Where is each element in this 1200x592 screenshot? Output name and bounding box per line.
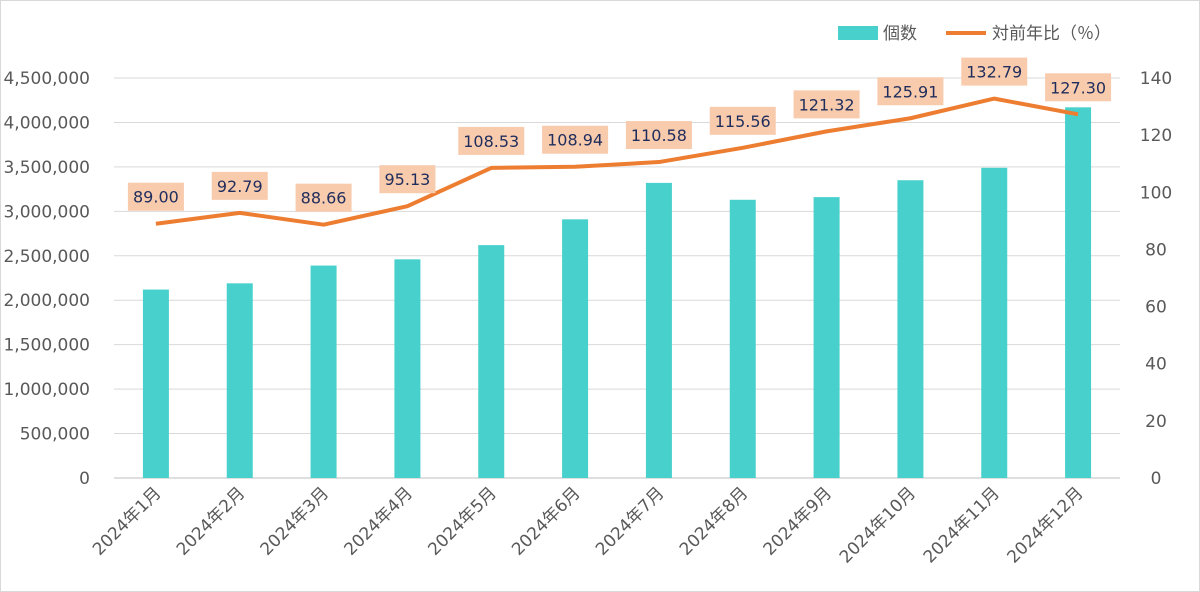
data-label: 108.94 [547,131,603,150]
bar [729,199,756,478]
y-left-tick-label: 4,000,000 [3,113,90,133]
bar [310,265,337,478]
bar [478,245,505,478]
left-axis: 0 500,000 1,000,000 1,500,000 2,000,000 2,500… [3,69,90,489]
data-label: 108.53 [463,132,519,151]
data-label-box [127,182,184,211]
data-label: 125.91 [882,82,938,101]
y-left-tick-label: 2,500,000 [3,247,90,267]
data-label: 92.79 [217,177,263,196]
data-label-box [961,57,1028,86]
gridlines [114,77,1120,479]
y-right-tick-label: 80 [1145,240,1167,260]
y-right-tick-label: 0 [1151,469,1162,489]
y-right-tick-label: 120 [1140,126,1172,146]
y-left-tick-label: 3,500,000 [3,158,90,178]
y-left-tick-label: 1,500,000 [3,336,90,356]
data-label-box [379,165,436,194]
data-label: 89.00 [133,188,179,207]
data-label-box [1045,73,1112,102]
data-label: 88.66 [301,189,347,208]
y-left-tick-label: 500,000 [20,425,90,445]
bar [142,289,169,478]
legend-bar-label: 個数 [883,24,917,44]
y-right-tick-label: 140 [1140,69,1172,89]
y-left-tick-label: 4,500,000 [3,69,90,89]
legend-line-label: 対前年比（％） [992,24,1111,44]
data-label-box [458,126,525,155]
bar [645,182,672,478]
bar [1065,107,1092,478]
data-label-box [709,106,776,135]
data-label: 132.79 [966,63,1022,82]
data-label-box [542,125,609,154]
bar-series [142,107,1092,479]
data-label-box [211,171,268,200]
data-label: 110.58 [631,126,687,145]
data-label: 121.32 [799,95,855,114]
bar [813,197,840,478]
y-right-tick-label: 20 [1145,412,1167,432]
y-left-tick-label: 3,000,000 [3,202,90,222]
data-label: 127.30 [1050,78,1106,97]
y-left-tick-label: 0 [79,469,90,489]
data-label-box [793,90,860,119]
bar [897,180,924,478]
bar [981,167,1008,478]
data-label-box [625,121,692,150]
bar [562,219,589,479]
data-label: 95.13 [385,170,431,189]
legend-bar-swatch [838,26,878,40]
y-right-tick-label: 40 [1145,355,1167,375]
data-label-box [877,77,944,106]
y-right-tick-label: 60 [1145,298,1167,318]
y-right-tick-label: 100 [1140,183,1172,203]
data-label-box [295,183,352,212]
bar [394,259,421,478]
legend: 個数 対前年比（％） [838,24,1111,44]
y-left-tick-label: 2,000,000 [3,291,90,311]
data-labels: 89.00 92.79 88.66 95.13 108.53 108.94 110.58 11… [127,57,1112,212]
right-axis: 0 20 40 60 80 100 120 140 [1140,69,1172,489]
bar [226,283,253,478]
data-label: 115.56 [715,112,771,131]
y-left-tick-label: 1,000,000 [3,380,90,400]
line-series [155,96,1079,227]
line-path [155,96,1079,227]
